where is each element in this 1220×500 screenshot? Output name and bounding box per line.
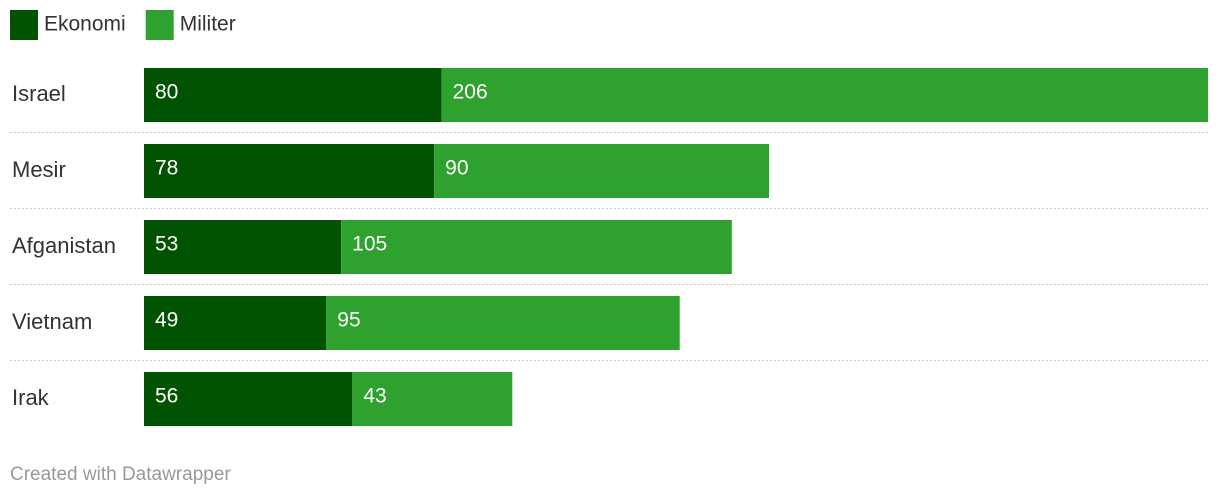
legend-swatch: [145, 10, 174, 40]
category-label: Vietnam: [12, 309, 92, 334]
bar-segment: [352, 372, 513, 426]
bar-segment: [144, 296, 327, 350]
value-label: 95: [337, 309, 360, 332]
value-label: 206: [453, 81, 488, 104]
credit: Created with Datawrapper: [10, 464, 231, 485]
value-label: 56: [155, 385, 178, 408]
category-label: Mesir: [12, 157, 66, 182]
legend-swatch: [10, 10, 38, 40]
bar-segment: [434, 144, 770, 198]
value-label: 78: [155, 157, 178, 180]
value-label: 43: [363, 385, 386, 408]
bar-segment: [144, 68, 442, 122]
bar-segment: [144, 372, 353, 426]
legend-label: Militer: [180, 13, 236, 36]
category-label: Afganistan: [12, 233, 116, 258]
value-label: 90: [445, 157, 468, 180]
bar-segment: [326, 296, 680, 350]
bar-segment: [144, 220, 342, 274]
bar-segment: [144, 144, 435, 198]
bar-segment: [341, 220, 732, 274]
bar-segment: [441, 68, 1208, 122]
value-label: 49: [155, 309, 178, 332]
category-label: Irak: [12, 385, 50, 410]
value-label: 105: [352, 233, 387, 256]
legend-label: Ekonomi: [44, 13, 126, 36]
value-label: 80: [155, 81, 178, 104]
category-label: Israel: [12, 81, 66, 106]
value-label: 53: [155, 233, 178, 256]
